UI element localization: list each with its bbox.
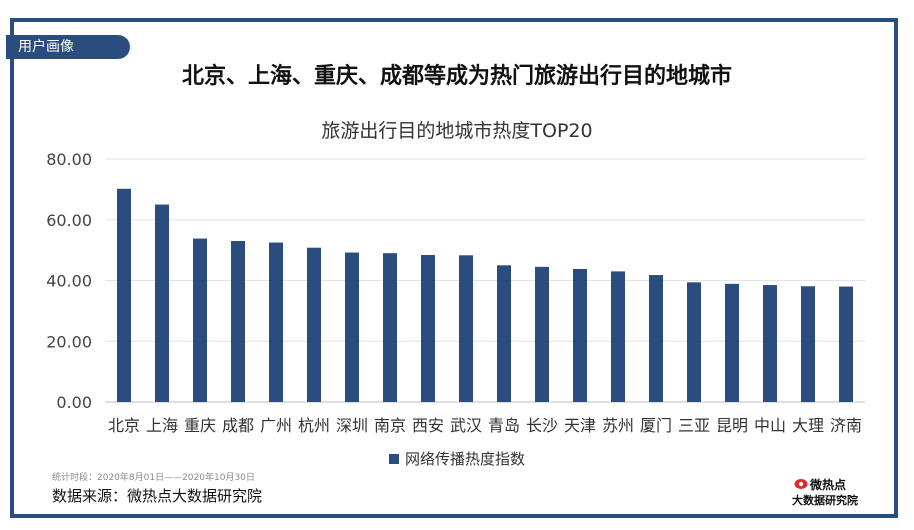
statistics-period-note: 统计时段：2020年8月01日——2020年10月30日 bbox=[52, 473, 255, 483]
x-tick-label: 昆明 bbox=[716, 416, 748, 435]
x-tick-label: 南京 bbox=[374, 416, 406, 435]
bar-杭州 bbox=[307, 247, 321, 402]
bar-成都 bbox=[231, 241, 245, 402]
bar-天津 bbox=[573, 268, 587, 402]
bar-南京 bbox=[383, 253, 397, 402]
x-tick-label: 成都 bbox=[222, 416, 254, 435]
x-tick-label: 大理 bbox=[792, 416, 824, 435]
legend: 网络传播热度指数 bbox=[389, 450, 525, 468]
y-axis-ticks: 0.00 20.00 40.00 60.00 80.00 bbox=[46, 150, 92, 412]
bar-长沙 bbox=[535, 266, 549, 402]
brand-logo: 微热点 大数据研究院 bbox=[790, 476, 890, 508]
bar-厦门 bbox=[649, 275, 663, 402]
bar-北京 bbox=[117, 188, 131, 402]
legend-swatch bbox=[389, 454, 399, 464]
bar-济南 bbox=[839, 286, 853, 402]
eye-logo-icon bbox=[794, 479, 808, 489]
page-headline: 北京、上海、重庆、成都等成为热门旅游出行目的地城市 bbox=[181, 64, 732, 89]
bar-武汉 bbox=[459, 255, 473, 402]
brand-subtitle: 大数据研究院 bbox=[792, 494, 858, 507]
data-source: 数据来源：微热点大数据研究院 bbox=[52, 487, 263, 505]
x-tick-label: 长沙 bbox=[526, 416, 558, 435]
y-tick-label: 20.00 bbox=[46, 332, 92, 351]
x-tick-label: 天津 bbox=[564, 416, 596, 435]
legend-label: 网络传播热度指数 bbox=[405, 450, 525, 468]
gridlines bbox=[105, 158, 865, 403]
y-tick-label: 60.00 bbox=[46, 211, 92, 230]
x-tick-label: 广州 bbox=[260, 416, 292, 435]
x-tick-label: 苏州 bbox=[602, 416, 634, 435]
x-axis-labels: 北京 上海 重庆 成都 广州 杭州 深圳 南京 西安 武汉 青岛 长沙 天津 苏州 厦门 三亚 昆明 中山 大理 济南 bbox=[108, 416, 862, 435]
x-tick-label: 重庆 bbox=[184, 416, 216, 435]
bar-重庆 bbox=[193, 238, 207, 402]
x-tick-label: 杭州 bbox=[298, 416, 330, 435]
x-tick-label: 中山 bbox=[754, 416, 786, 435]
bar-昆明 bbox=[725, 283, 739, 402]
x-tick-label: 厦门 bbox=[640, 416, 672, 435]
bar-中山 bbox=[763, 285, 777, 402]
x-tick-label: 青岛 bbox=[488, 416, 520, 435]
y-tick-label: 0.00 bbox=[56, 393, 92, 412]
chart-title: 旅游出行目的地城市热度TOP20 bbox=[321, 120, 593, 142]
bar-苏州 bbox=[611, 271, 625, 402]
bars bbox=[117, 188, 853, 402]
x-tick-label: 西安 bbox=[412, 416, 444, 435]
bar-广州 bbox=[269, 242, 283, 402]
x-tick-label: 北京 bbox=[108, 416, 140, 435]
x-tick-label: 武汉 bbox=[450, 416, 482, 435]
section-tag: 用户画像 bbox=[6, 35, 130, 59]
y-tick-label: 80.00 bbox=[46, 150, 92, 169]
y-tick-label: 40.00 bbox=[46, 272, 92, 291]
bar-西安 bbox=[421, 254, 435, 402]
bar-大理 bbox=[801, 286, 815, 402]
brand-name: 微热点 bbox=[810, 478, 847, 492]
x-tick-label: 上海 bbox=[146, 416, 178, 435]
x-tick-label: 三亚 bbox=[678, 416, 710, 435]
bar-深圳 bbox=[345, 252, 359, 402]
bar-三亚 bbox=[687, 282, 701, 402]
bar-上海 bbox=[155, 204, 169, 402]
bar-青岛 bbox=[497, 265, 511, 402]
x-tick-label: 深圳 bbox=[336, 416, 368, 435]
x-tick-label: 济南 bbox=[830, 416, 862, 435]
